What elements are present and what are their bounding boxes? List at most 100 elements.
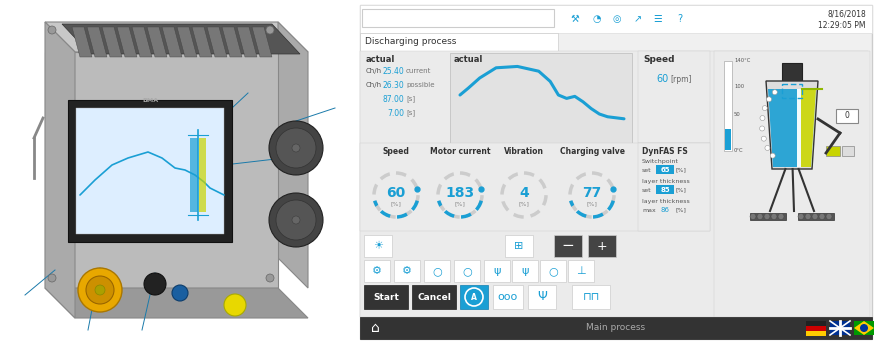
Text: −: −: [562, 238, 575, 254]
Bar: [782, 63, 802, 81]
Text: DynFAS FS: DynFAS FS: [642, 148, 688, 157]
Circle shape: [860, 324, 868, 332]
Bar: [806, 331, 826, 336]
Text: max: max: [642, 207, 656, 213]
Text: ◔: ◔: [593, 14, 601, 24]
Circle shape: [762, 106, 767, 110]
Bar: [460, 285, 488, 309]
Polygon shape: [147, 27, 167, 57]
Bar: [554, 235, 582, 257]
Polygon shape: [222, 27, 242, 57]
Bar: [493, 285, 523, 309]
Polygon shape: [132, 27, 152, 57]
Text: 0: 0: [844, 111, 850, 120]
Bar: [190, 138, 198, 212]
Text: possible: possible: [406, 82, 434, 88]
Text: Speed: Speed: [643, 55, 675, 65]
Bar: [750, 213, 786, 220]
Circle shape: [48, 274, 56, 282]
Text: Vibration: Vibration: [504, 147, 544, 155]
Text: Charging valve: Charging valve: [560, 147, 625, 155]
Circle shape: [798, 214, 804, 219]
Text: A: A: [471, 292, 477, 301]
Bar: [638, 143, 710, 231]
Circle shape: [48, 26, 56, 34]
Bar: [842, 146, 854, 156]
Circle shape: [172, 285, 188, 301]
Circle shape: [750, 214, 756, 219]
Text: 77: 77: [583, 186, 602, 200]
Text: actual: actual: [454, 55, 484, 65]
Text: ⊓⊓: ⊓⊓: [583, 292, 600, 302]
Circle shape: [78, 268, 122, 312]
Text: Switchpoint: Switchpoint: [642, 159, 679, 163]
Text: 65: 65: [661, 166, 670, 172]
Text: set: set: [642, 168, 652, 172]
Circle shape: [86, 276, 114, 304]
Text: ○: ○: [463, 266, 472, 276]
Text: 85: 85: [661, 186, 670, 193]
Circle shape: [766, 97, 772, 102]
Text: layer thickness: layer thickness: [642, 198, 689, 204]
Circle shape: [812, 214, 818, 219]
Text: layer thickness: layer thickness: [642, 179, 689, 183]
Bar: [364, 260, 390, 282]
Bar: [540, 260, 566, 282]
Bar: [656, 165, 674, 174]
Polygon shape: [45, 22, 308, 52]
Text: 183: 183: [445, 186, 475, 200]
Text: ψ: ψ: [521, 266, 529, 276]
Text: Speed: Speed: [383, 147, 409, 155]
Text: 60: 60: [656, 74, 668, 84]
Text: ?: ?: [677, 14, 682, 24]
Text: ⚙: ⚙: [402, 266, 412, 276]
Text: 50: 50: [734, 112, 741, 118]
Circle shape: [292, 144, 300, 152]
Text: Motor current: Motor current: [430, 147, 491, 155]
Text: [%]: [%]: [676, 207, 687, 213]
Bar: [830, 321, 850, 335]
Text: +: +: [597, 239, 607, 252]
Circle shape: [761, 136, 766, 141]
Circle shape: [144, 273, 166, 295]
Bar: [364, 235, 392, 257]
Polygon shape: [192, 27, 212, 57]
Bar: [484, 260, 510, 282]
Circle shape: [465, 288, 483, 306]
Text: 87.00: 87.00: [382, 95, 404, 104]
Text: 26.30: 26.30: [382, 80, 404, 89]
Bar: [798, 213, 834, 220]
Text: 0°C: 0°C: [734, 149, 744, 153]
Bar: [360, 143, 710, 231]
Polygon shape: [45, 52, 278, 288]
Bar: [394, 260, 420, 282]
Bar: [806, 326, 826, 331]
Circle shape: [276, 128, 316, 168]
Polygon shape: [177, 27, 197, 57]
Polygon shape: [162, 27, 182, 57]
Bar: [360, 5, 872, 33]
Circle shape: [269, 121, 323, 175]
Circle shape: [266, 26, 274, 34]
Text: ⊞: ⊞: [514, 241, 524, 251]
Text: Start: Start: [373, 292, 399, 301]
Circle shape: [266, 274, 274, 282]
Text: Cancel: Cancel: [417, 292, 451, 301]
Text: ☀: ☀: [373, 241, 383, 251]
Bar: [454, 260, 480, 282]
Circle shape: [760, 116, 765, 120]
Text: Ψ: Ψ: [537, 290, 547, 303]
Text: 8/16/2018: 8/16/2018: [827, 10, 866, 19]
Circle shape: [765, 146, 770, 150]
Text: ◎: ◎: [612, 14, 621, 24]
Polygon shape: [68, 100, 232, 242]
Bar: [512, 260, 538, 282]
Bar: [724, 61, 732, 151]
Polygon shape: [45, 22, 75, 318]
Text: [%]: [%]: [676, 168, 687, 172]
Bar: [568, 260, 594, 282]
Bar: [450, 53, 632, 143]
Polygon shape: [117, 27, 137, 57]
Bar: [572, 285, 610, 309]
Bar: [638, 51, 710, 143]
